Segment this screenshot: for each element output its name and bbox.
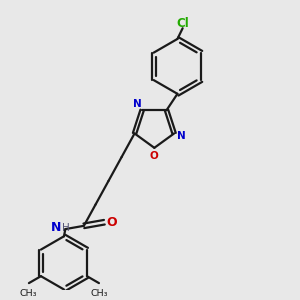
Text: O: O: [106, 216, 117, 229]
Text: H: H: [61, 223, 69, 233]
Text: CH₃: CH₃: [20, 290, 38, 298]
Text: N: N: [51, 221, 62, 234]
Text: Cl: Cl: [176, 17, 189, 30]
Text: N: N: [133, 99, 142, 109]
Text: N: N: [177, 131, 186, 141]
Text: O: O: [150, 151, 159, 160]
Text: CH₃: CH₃: [91, 290, 108, 298]
